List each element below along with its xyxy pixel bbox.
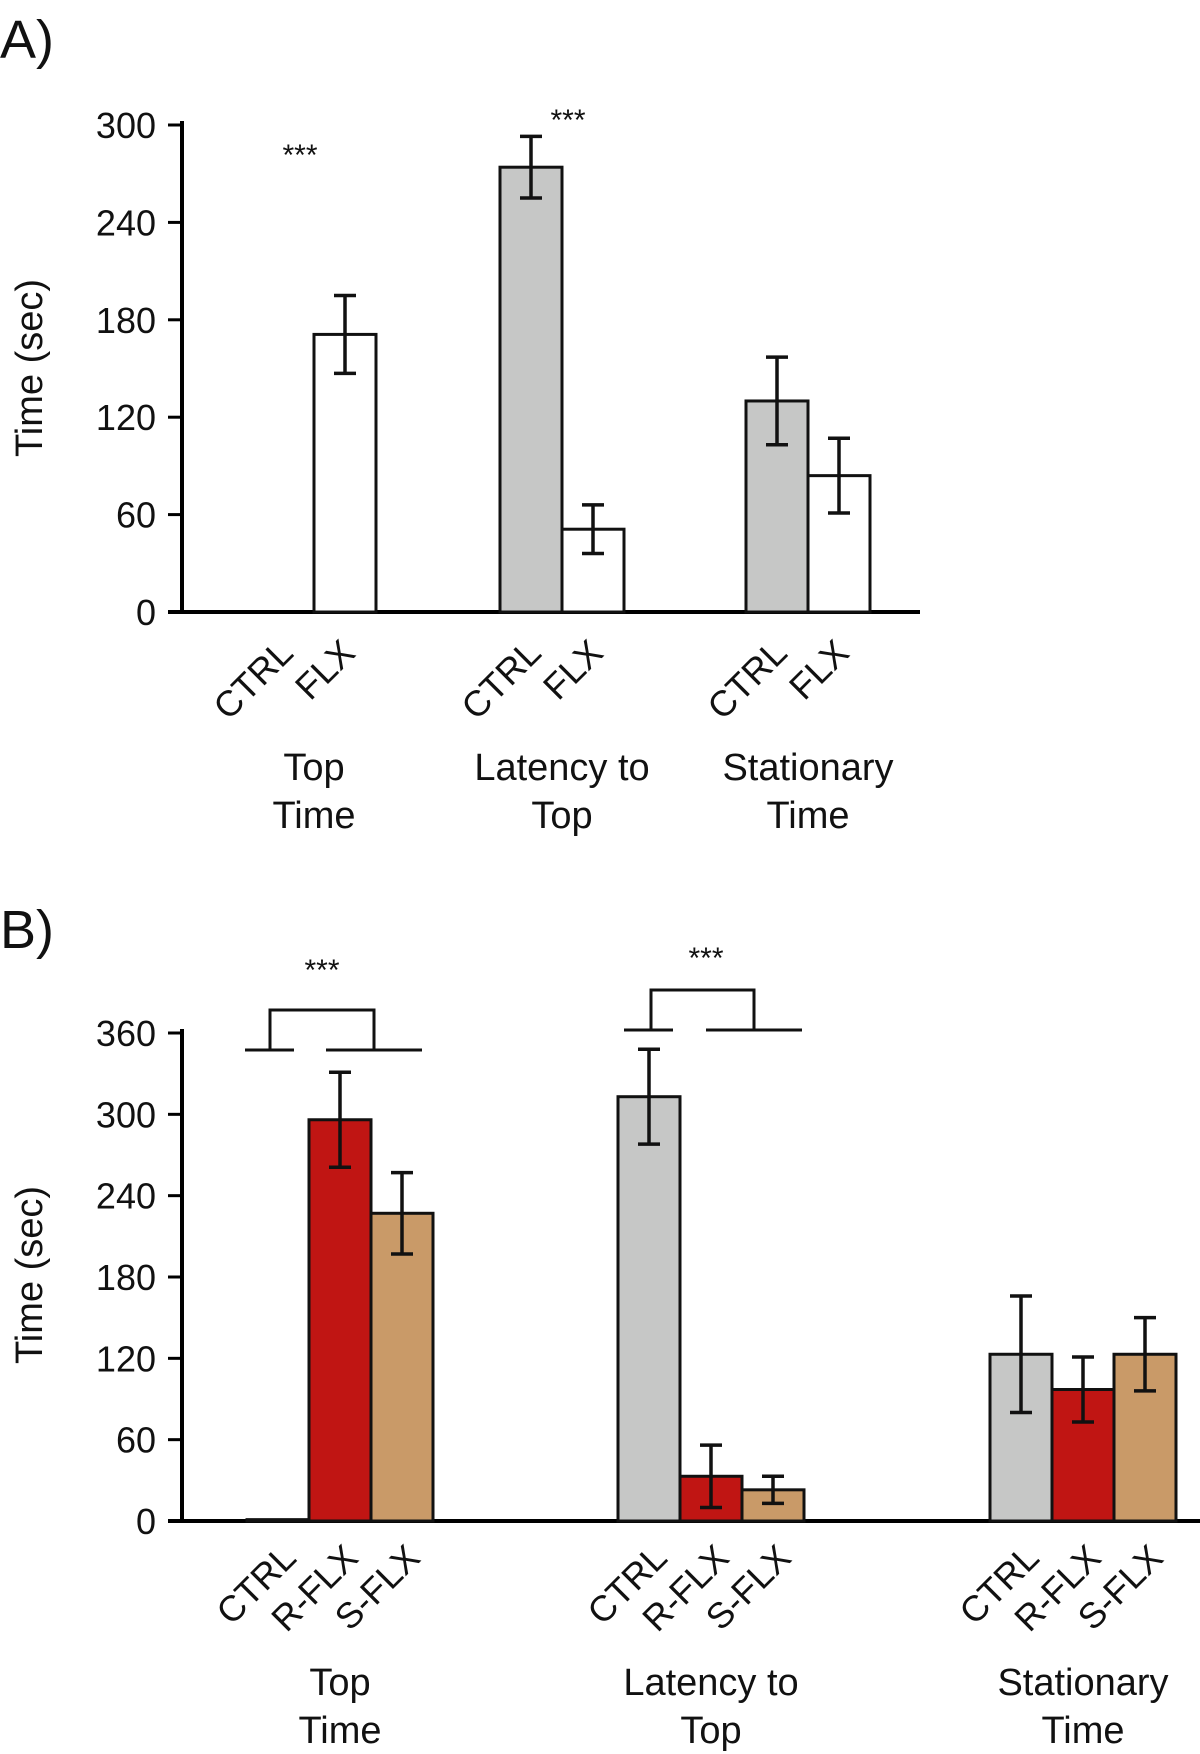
bar-ctrl — [245, 1518, 311, 1523]
y-tick-label: 240 — [96, 1176, 156, 1217]
y-axis-label-b: Time (sec) — [9, 1186, 51, 1364]
chart-marks-b: 060120180240300360CTRLR-FLXS-FLXTopTimeC… — [96, 942, 1200, 1752]
group-label: Time — [766, 795, 849, 837]
panel-b: B) Time (sec) 060120180240300360CTRLR-FL… — [0, 900, 1200, 1752]
x-category-label: FLX — [287, 632, 363, 708]
group-label: Top — [531, 795, 592, 837]
y-tick-label: 0 — [136, 592, 156, 633]
y-tick-label: 120 — [96, 397, 156, 438]
y-tick-label: 180 — [96, 1257, 156, 1298]
y-tick-label: 360 — [96, 1013, 156, 1054]
group-label: Time — [298, 1710, 381, 1752]
panel-label-b: B) — [0, 900, 54, 960]
bar-s-flx — [369, 1211, 435, 1523]
bar-flx — [312, 332, 378, 614]
bar-flx — [560, 527, 626, 614]
group-label: Top — [680, 1710, 741, 1752]
bar-r-flx — [307, 1118, 373, 1523]
significance-marker: *** — [550, 104, 585, 137]
significance-bracket — [268, 1008, 376, 1050]
y-tick-label: 60 — [116, 1420, 156, 1461]
group-label: Top — [283, 747, 344, 789]
y-tick-label: 300 — [96, 105, 156, 146]
x-category-label: FLX — [535, 632, 611, 708]
significance-marker: *** — [282, 139, 317, 172]
y-tick-label: 0 — [136, 1501, 156, 1542]
y-tick-label: 300 — [96, 1094, 156, 1135]
y-axis-label-a: Time (sec) — [9, 279, 51, 457]
significance-marker: *** — [688, 942, 723, 975]
significance-bracket — [649, 988, 756, 1030]
group-label: Time — [272, 795, 355, 837]
x-category-label: FLX — [781, 632, 857, 708]
significance-marker: *** — [304, 954, 339, 987]
group-label: Latency to — [474, 747, 649, 789]
x-category-label: CTRL — [699, 632, 794, 727]
bar-ctrl — [498, 165, 564, 614]
y-tick-label: 180 — [96, 300, 156, 341]
group-label: Time — [1041, 1710, 1124, 1752]
group-label: Stationary — [722, 747, 893, 789]
panel-a: A) Time (sec) 060120180240300CTRLFLXTopT… — [0, 10, 920, 837]
x-category-label: CTRL — [453, 632, 548, 727]
bar-ctrl — [616, 1095, 682, 1523]
chart-marks-a: 060120180240300CTRLFLXTopTimeCTRLFLXLate… — [96, 104, 920, 837]
group-label: Top — [309, 1662, 370, 1704]
panel-label-a: A) — [0, 10, 54, 70]
group-label: Latency to — [623, 1662, 798, 1704]
y-tick-label: 60 — [116, 495, 156, 536]
group-label: Stationary — [997, 1662, 1168, 1704]
y-tick-label: 120 — [96, 1338, 156, 1379]
y-tick-label: 240 — [96, 202, 156, 243]
x-category-label: CTRL — [205, 632, 300, 727]
